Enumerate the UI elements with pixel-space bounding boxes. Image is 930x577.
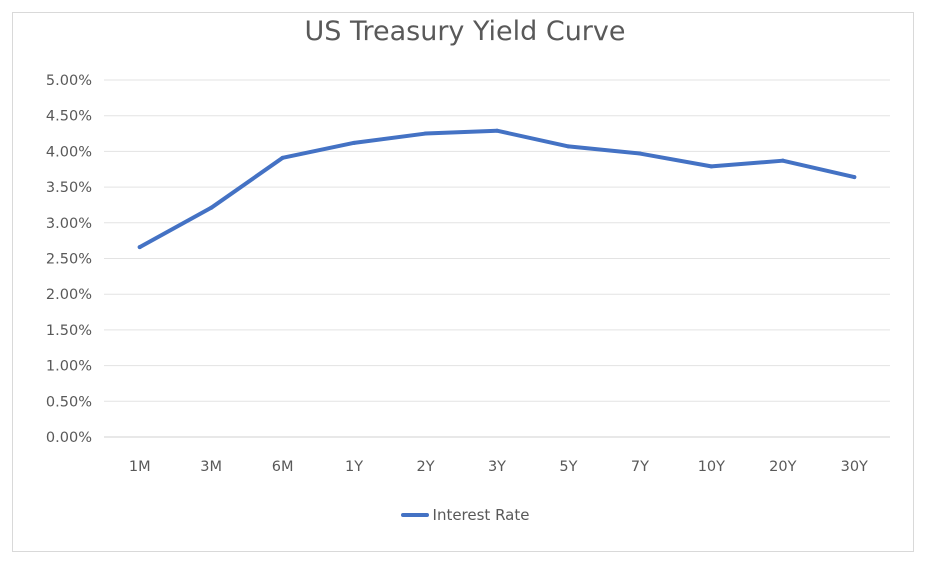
legend-label-interest-rate: Interest Rate xyxy=(432,506,530,524)
series-line xyxy=(137,128,857,250)
x-tick-label: 1Y xyxy=(345,459,363,475)
data-point xyxy=(423,131,428,136)
x-tick-label: 7Y xyxy=(631,459,649,475)
y-tick-label: 4.00% xyxy=(46,144,92,160)
data-point xyxy=(352,140,357,145)
y-tick-label: 2.50% xyxy=(46,252,92,268)
legend-swatch-interest-rate xyxy=(400,513,429,517)
chart-title: US Treasury Yield Curve xyxy=(304,16,626,47)
y-tick-label: 1.50% xyxy=(46,323,92,339)
data-point xyxy=(495,128,499,133)
y-tick-label: 0.00% xyxy=(46,430,92,446)
x-axis-ticks: 1M 3M 6M 1Y 2Y 3Y 5Y 7Y 10Y 20Y 30Y xyxy=(129,459,868,475)
legend: Interest Rate xyxy=(0,506,930,524)
y-tick-label: 2.00% xyxy=(46,287,92,303)
x-tick-label: 3Y xyxy=(488,459,506,475)
x-tick-label: 5Y xyxy=(559,459,577,475)
x-tick-label: 3M xyxy=(200,459,222,475)
x-tick-label: 2Y xyxy=(416,459,434,475)
data-point xyxy=(852,175,857,180)
data-point xyxy=(280,155,285,160)
data-point xyxy=(566,144,571,149)
y-tick-label: 3.00% xyxy=(46,216,92,232)
x-tick-label: 20Y xyxy=(769,459,796,475)
y-tick-label: 5.00% xyxy=(46,73,92,89)
y-tick-label: 3.50% xyxy=(46,180,92,196)
data-point xyxy=(637,151,642,156)
data-point xyxy=(709,164,714,169)
x-tick-label: 1M xyxy=(129,459,151,475)
x-tick-label: 10Y xyxy=(698,459,725,475)
y-tick-label: 0.50% xyxy=(46,394,92,410)
data-point xyxy=(780,158,785,163)
y-axis-ticks: 0.00% 0.50% 1.00% 1.50% 2.00% 2.50% 3.00% 3.50%… xyxy=(46,73,92,446)
x-tick-label: 30Y xyxy=(841,459,868,475)
data-point xyxy=(137,245,142,250)
chart-frame xyxy=(12,12,914,552)
grid-lines xyxy=(104,79,890,438)
y-tick-label: 1.00% xyxy=(46,359,92,375)
data-point xyxy=(209,205,214,210)
series-group xyxy=(137,128,857,250)
x-tick-label: 6M xyxy=(272,459,294,475)
y-tick-label: 4.50% xyxy=(46,109,92,125)
